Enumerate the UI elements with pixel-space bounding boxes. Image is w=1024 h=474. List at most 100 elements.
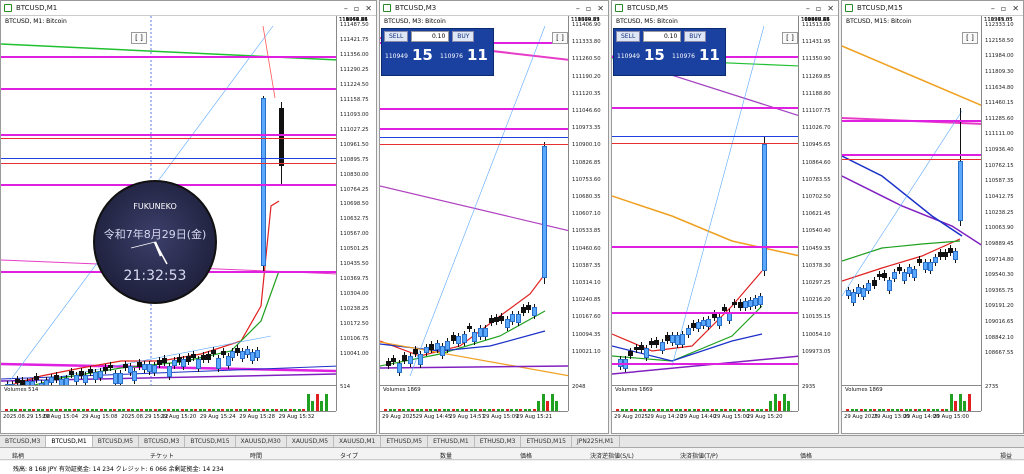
table-column-header[interactable]: 決済逆指値(S/L) bbox=[590, 453, 634, 460]
volume-bar bbox=[239, 409, 242, 411]
chart-tab[interactable]: BTCUSD,M3 bbox=[139, 436, 186, 447]
volume-bar bbox=[931, 409, 935, 411]
price-level-line[interactable] bbox=[612, 363, 798, 365]
table-column-header[interactable]: 数量 bbox=[440, 453, 453, 460]
volume-bar bbox=[742, 409, 745, 411]
price-level-line[interactable] bbox=[1, 158, 336, 159]
chart-window-btcusd-m3[interactable]: BTCUSD,M3 – ▫ ✕ BTCUSD, M3: Bitcoin SELL 0.… bbox=[379, 0, 609, 434]
time-tick-label: 29 Aug 15:21 bbox=[516, 414, 553, 420]
price-level-line[interactable] bbox=[1, 138, 336, 139]
price-level-line[interactable] bbox=[380, 144, 568, 145]
price-level-tag: 109703.48 bbox=[801, 17, 830, 23]
volume-bar bbox=[420, 409, 423, 411]
table-column-header[interactable]: 価格 bbox=[800, 453, 813, 460]
price-level-line[interactable] bbox=[380, 137, 568, 138]
chart-tab[interactable]: ETHUSD,M15 bbox=[521, 436, 572, 447]
volume-bar bbox=[496, 409, 500, 411]
price-plot[interactable]: BTCUSD, M5: Bitcoin SELL 0.10 BUY 110949 15… bbox=[612, 16, 798, 385]
chart-tab[interactable]: XAUUSD,M5 bbox=[287, 436, 335, 447]
price-tick-label: 110587.35 bbox=[985, 178, 1014, 185]
table-column-header[interactable]: 銘柄 bbox=[12, 453, 25, 460]
expand-button[interactable]: [ ] bbox=[962, 32, 978, 44]
bid-price-pips[interactable]: 15 bbox=[412, 46, 433, 64]
sell-button[interactable]: SELL bbox=[384, 31, 409, 42]
table-column-header[interactable]: チケット bbox=[150, 453, 175, 460]
price-plot[interactable]: BTCUSD, M3: Bitcoin SELL 0.10 BUY 110949 15… bbox=[380, 16, 568, 385]
chart-titlebar[interactable]: BTCUSD,M3 – ▫ ✕ bbox=[380, 1, 608, 16]
chart-tab[interactable]: BTCUSD,M15 bbox=[185, 436, 236, 447]
price-level-line[interactable] bbox=[842, 154, 981, 156]
maximize-icon[interactable]: ▫ bbox=[815, 3, 822, 13]
expand-button[interactable]: [ ] bbox=[131, 32, 147, 44]
expand-button[interactable]: [ ] bbox=[782, 32, 798, 44]
maximize-icon[interactable]: ▫ bbox=[1000, 3, 1007, 13]
chart-tab[interactable]: ETHUSD,M5 bbox=[381, 436, 429, 447]
price-plot[interactable]: BTCUSD, M1: Bitcoin FUKUNEKO 令和7年8月29日(金… bbox=[1, 16, 336, 385]
price-level-line[interactable] bbox=[612, 143, 798, 144]
volume-bar bbox=[967, 394, 971, 411]
volume-panel: Volumes 1869 bbox=[380, 385, 568, 411]
buy-button[interactable]: BUY bbox=[452, 31, 475, 42]
table-column-header[interactable]: 価格 bbox=[520, 453, 533, 460]
volume-bar bbox=[438, 409, 441, 411]
volume-bar bbox=[469, 409, 473, 411]
close-icon[interactable]: ✕ bbox=[365, 3, 372, 13]
price-level-line[interactable] bbox=[1, 163, 336, 164]
price-level-line[interactable] bbox=[1, 134, 336, 136]
table-column-header[interactable]: 決済指値(T/P) bbox=[680, 453, 718, 460]
price-level-line[interactable] bbox=[842, 159, 981, 160]
ask-price-pips[interactable]: 11 bbox=[699, 46, 720, 64]
price-level-line[interactable] bbox=[612, 136, 798, 137]
ask-price-pips[interactable]: 11 bbox=[467, 46, 488, 64]
price-level-line[interactable] bbox=[380, 108, 568, 110]
close-icon[interactable]: ✕ bbox=[597, 3, 604, 13]
maximize-icon[interactable]: ▫ bbox=[353, 3, 360, 13]
minimize-icon[interactable]: – bbox=[805, 3, 810, 13]
chart-tab[interactable]: BTCUSD,M5 bbox=[93, 436, 140, 447]
close-icon[interactable]: ✕ bbox=[827, 3, 834, 13]
close-icon[interactable]: ✕ bbox=[1012, 3, 1019, 13]
price-level-line[interactable] bbox=[612, 312, 798, 314]
price-tick-label: 110783.55 bbox=[802, 176, 831, 183]
chart-window-btcusd-m1[interactable]: BTCUSD,M1 – ▫ ✕ BTCUSD, M1: Bitcoin FUKUNE… bbox=[0, 0, 377, 434]
table-column-header[interactable]: タイプ bbox=[340, 453, 359, 460]
price-level-line[interactable] bbox=[1, 56, 336, 58]
volume-bar bbox=[406, 409, 410, 411]
volume-label: Volumes 1869 bbox=[615, 387, 653, 393]
buy-button[interactable]: BUY bbox=[684, 31, 707, 42]
expand-button[interactable]: [ ] bbox=[552, 32, 568, 44]
table-column-header[interactable]: 時間 bbox=[250, 453, 263, 460]
volume-bar bbox=[302, 409, 305, 411]
chart-tab[interactable]: XAUUSD,M1 bbox=[334, 436, 382, 447]
minimize-icon[interactable]: – bbox=[990, 3, 995, 13]
minimize-icon[interactable]: – bbox=[343, 3, 348, 13]
chart-title: BTCUSD,M15 bbox=[857, 4, 903, 12]
price-level-line[interactable] bbox=[380, 128, 568, 130]
sell-button[interactable]: SELL bbox=[616, 31, 641, 42]
maximize-icon[interactable]: ▫ bbox=[585, 3, 592, 13]
price-level-line[interactable] bbox=[612, 246, 798, 248]
chart-tab[interactable]: ETHUSD,M3 bbox=[475, 436, 522, 447]
lot-size-input[interactable]: 0.10 bbox=[411, 31, 450, 42]
chart-tab[interactable]: BTCUSD,M1 bbox=[46, 436, 93, 447]
chart-tab[interactable]: XAUUSD,M30 bbox=[236, 436, 287, 447]
price-level-tag: 110545.75 bbox=[339, 17, 368, 23]
chart-window-btcusd-m15[interactable]: BTCUSD,M15 – ▫ ✕ BTCUSD, M15: Bitcoin [ ] … bbox=[841, 0, 1024, 434]
chart-window-btcusd-m5[interactable]: BTCUSD,M5 – ▫ ✕ BTCUSD, M5: Bitcoin SELL 0.… bbox=[611, 0, 839, 434]
price-level-line[interactable] bbox=[842, 120, 981, 122]
price-tick-label: 110533.85 bbox=[572, 228, 601, 235]
minimize-icon[interactable]: – bbox=[575, 3, 580, 13]
chart-tab[interactable]: ETHUSD,M1 bbox=[428, 436, 475, 447]
chart-tab[interactable]: JPN225H,M1 bbox=[572, 436, 620, 447]
price-level-line[interactable] bbox=[1, 88, 336, 90]
price-plot[interactable]: BTCUSD, M15: Bitcoin [ ] bbox=[842, 16, 981, 385]
chart-titlebar[interactable]: BTCUSD,M5 – ▫ ✕ bbox=[612, 1, 838, 16]
lot-size-input[interactable]: 0.10 bbox=[643, 31, 682, 42]
price-level-tag: 110979.11 bbox=[571, 17, 600, 23]
price-level-line[interactable] bbox=[612, 107, 798, 109]
table-column-header[interactable]: 損益 bbox=[1000, 453, 1013, 460]
bid-price-pips[interactable]: 15 bbox=[644, 46, 665, 64]
chart-tab[interactable]: BTCUSD,M3 bbox=[0, 436, 47, 447]
chart-titlebar[interactable]: BTCUSD,M1 – ▫ ✕ bbox=[1, 1, 376, 16]
chart-titlebar[interactable]: BTCUSD,M15 – ▫ ✕ bbox=[842, 1, 1023, 16]
